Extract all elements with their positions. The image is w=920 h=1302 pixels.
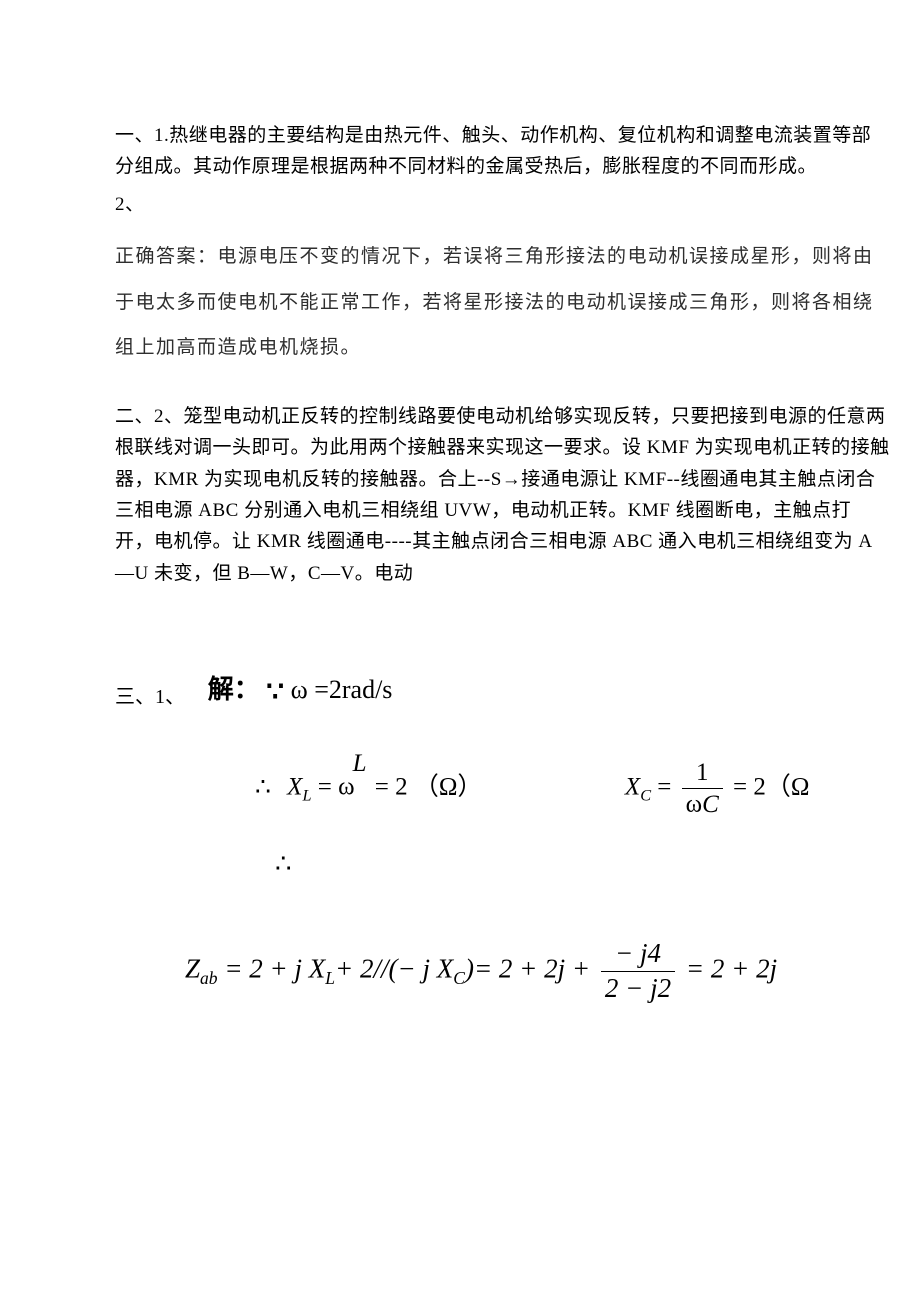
solution-label: 解： ∵ ω =2rad/s [208, 669, 393, 709]
z-var: Z [185, 953, 200, 983]
xc-val: = 2（Ω [727, 774, 810, 801]
xl-sub: L [302, 787, 311, 805]
eq1: = 2 + [218, 953, 295, 983]
den-j: j [650, 973, 658, 1003]
c-den: C [702, 791, 719, 818]
xl-val: = 2 （Ω） [368, 774, 482, 801]
xc-var: X [625, 774, 640, 801]
plus2: + [565, 953, 597, 983]
math-line-2: ∴ [275, 849, 890, 879]
omega-2: ω [686, 791, 702, 818]
xc-frac-den: ωC [682, 789, 723, 819]
xl-eq: = [318, 774, 338, 801]
den-2a: 2 − [605, 973, 650, 1003]
xl-2: X [302, 953, 325, 983]
close: )= 2 + 2 [465, 953, 558, 983]
zab-den: 2 − j2 [601, 972, 675, 1004]
L-sup: L [353, 750, 367, 777]
given-omega: ω =2rad/s [291, 675, 393, 704]
math-line-3: Zab = 2 + j XL+ 2//(− j XC)= 2 + 2j + − … [185, 939, 890, 1003]
math-line-1: ∴ XL = ωL = 2 （Ω） XC = 1ωC = 2（Ω [255, 759, 890, 819]
z-sub: ab [200, 968, 218, 988]
because-symbol: ∵ [266, 677, 284, 708]
xc-frac-num: 1 [682, 759, 723, 790]
num-j: j [640, 938, 648, 968]
section-3: 三、1、 解： ∵ ω =2rad/s [115, 669, 890, 709]
section-1-q1: 一、1.热继电器的主要结构是由热元件、触头、动作机构、复位机构和调整电流装置等部… [115, 120, 890, 183]
therefore-symbol-1: ∴ [255, 774, 271, 801]
section-1-q2-label: 2、 [115, 189, 890, 220]
eq2: = 2 + 2 [679, 953, 769, 983]
xc-sub: C [640, 787, 651, 805]
xl-var: X [287, 774, 302, 801]
j4: j [770, 953, 778, 983]
xc-2: X [430, 953, 453, 983]
xc-sub-2: C [453, 968, 465, 988]
xc-frac: 1ωC [682, 759, 723, 819]
omega-1: ω [338, 774, 354, 801]
den-2b: 2 [658, 973, 672, 1003]
zab-num: − j4 [601, 939, 675, 972]
num-minus: − [615, 938, 640, 968]
section-1-q2-answer: 正确答案：电源电压不变的情况下，若误将三角形接法的电动机误接成星形，则将由于电太… [115, 234, 890, 371]
section-3-label: 三、1、 [115, 680, 185, 709]
xl-sub-2: L [325, 968, 335, 988]
j2: j [422, 953, 430, 983]
plus1: + 2//(− [335, 953, 422, 983]
j1: j [295, 953, 303, 983]
zab-frac: − j42 − j2 [601, 939, 675, 1003]
section-2-text: 二、2、笼型电动机正反转的控制线路要使电动机给够实现反转，只要把接到电源的任意两… [115, 401, 890, 589]
num-4: 4 [648, 938, 662, 968]
therefore-symbol-2: ∴ [275, 849, 292, 878]
xc-eq: = [657, 774, 677, 801]
solution-prefix: 解： [208, 675, 260, 704]
